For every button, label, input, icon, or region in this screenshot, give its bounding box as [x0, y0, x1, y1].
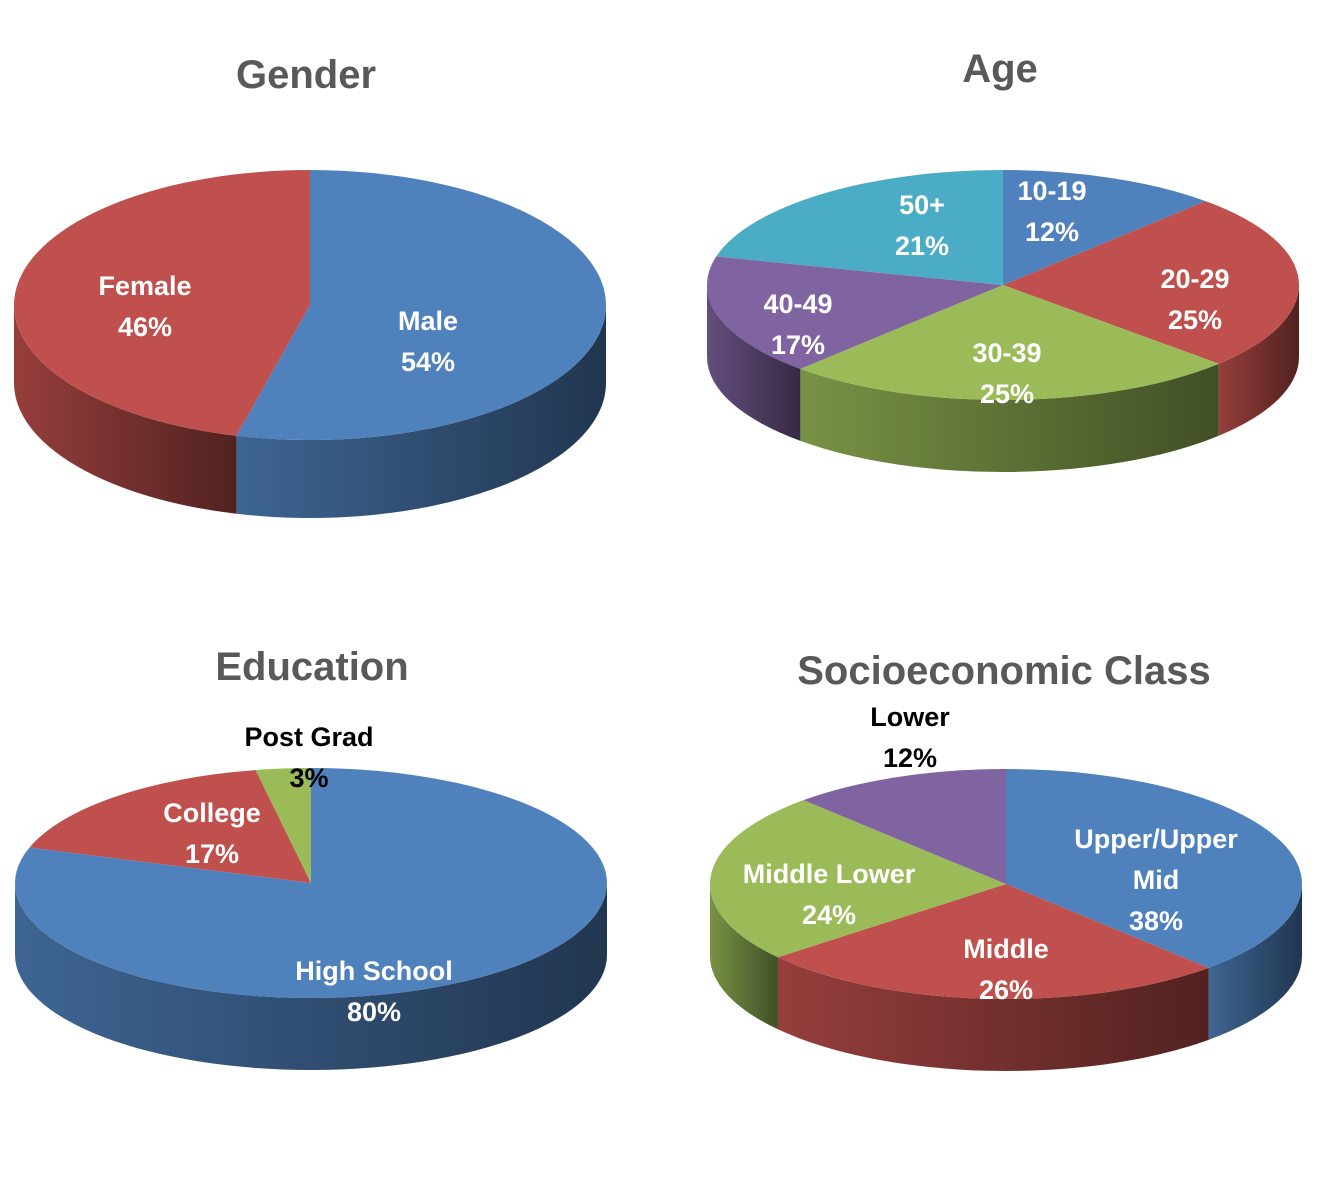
pie-slice-middle	[777, 884, 1209, 999]
slice-label-female: Female 46%	[98, 271, 191, 342]
pie-side-upper-upper-mid	[1208, 884, 1302, 1040]
pie-slice-post-grad	[255, 768, 311, 883]
slice-label-30-39: 30-39 25%	[972, 338, 1041, 409]
slice-label-lower: Lower 12%	[870, 702, 950, 773]
chart-title: Education	[215, 645, 408, 689]
slice-label-10-19: 10-19 12%	[1017, 176, 1086, 247]
slice-label-college: College 17%	[163, 798, 261, 869]
pie-slice-college	[29, 770, 311, 883]
slice-label-40-49: 40-49 17%	[763, 289, 832, 360]
pie-slice-middle-lower	[709, 800, 1006, 958]
chart-title: Gender	[236, 53, 376, 97]
slice-label-high-school: High School 80%	[295, 956, 453, 1027]
slice-label-male: Male 54%	[398, 306, 458, 377]
chart-title: Age	[962, 47, 1038, 91]
pie-side-middle-lower	[710, 884, 778, 1030]
slice-label-middle-lower: Middle Lower 24%	[743, 859, 916, 930]
pie-side-30-39	[800, 363, 1219, 472]
pie-slice-50-	[716, 170, 1003, 285]
pie-slice-40-49	[707, 256, 1003, 369]
pie-slice-female	[14, 170, 310, 436]
pie-side-40-49	[707, 285, 801, 441]
pie-slice-30-39	[800, 285, 1219, 400]
pie-slice-10-19	[1003, 170, 1206, 285]
slice-label-50-: 50+ 21%	[895, 190, 949, 261]
pie-slice-upper-upper-mid	[1006, 769, 1302, 968]
pie-side-male	[236, 305, 606, 518]
pie-slice-20-29	[1003, 201, 1299, 364]
pie-chart-1: Age 10-19 12% 20-29 25% 30-39 25% 40-49 17% 50+ 21…	[707, 47, 1299, 472]
pie-slice-lower	[803, 769, 1006, 884]
pie-slice-male	[236, 170, 607, 440]
pie-side-high-school	[15, 883, 607, 1070]
pie-side-female	[13, 305, 237, 514]
pie-chart-0: Gender Male 54% Female 46%	[13, 53, 607, 518]
pie-chart-3: Socioeconomic Class Upper/Upper Mid 38% Midd…	[709, 649, 1302, 1071]
pie-side-20-29	[1218, 285, 1299, 436]
slice-label-upper-upper-mid: Upper/Upper Mid 38%	[1074, 824, 1238, 936]
pie-chart-2: Education High School 80% College 17%Post Gr…	[15, 645, 608, 1070]
pie-side-middle	[777, 957, 1209, 1071]
slice-label-20-29: 20-29 25%	[1160, 264, 1229, 335]
slice-label-middle: Middle 26%	[963, 934, 1049, 1005]
chart-title: Socioeconomic Class	[797, 649, 1210, 693]
slice-label-post-grad: Post Grad 3%	[244, 722, 373, 793]
